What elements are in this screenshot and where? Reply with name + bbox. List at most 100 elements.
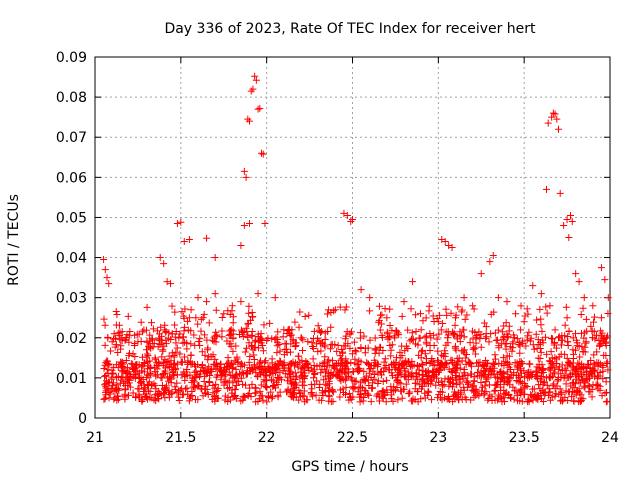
data-point bbox=[574, 372, 582, 380]
data-point bbox=[582, 338, 590, 346]
data-point bbox=[438, 380, 446, 388]
data-point bbox=[218, 333, 226, 341]
data-point bbox=[510, 334, 518, 342]
data-point bbox=[504, 360, 512, 368]
data-point bbox=[341, 306, 349, 314]
data-point bbox=[190, 331, 198, 339]
data-point bbox=[267, 376, 275, 384]
data-point bbox=[593, 381, 601, 389]
data-point bbox=[459, 326, 467, 334]
data-point bbox=[347, 328, 355, 336]
data-point bbox=[557, 350, 565, 358]
data-point bbox=[271, 384, 279, 392]
data-point bbox=[229, 379, 237, 387]
data-point bbox=[212, 306, 220, 314]
data-point bbox=[453, 354, 461, 362]
data-point bbox=[425, 302, 433, 310]
data-point bbox=[494, 294, 502, 302]
data-point bbox=[195, 337, 203, 345]
data-point bbox=[336, 367, 344, 375]
data-point bbox=[168, 349, 176, 357]
data-point bbox=[232, 365, 240, 373]
data-point bbox=[256, 359, 264, 367]
data-point bbox=[543, 350, 551, 358]
data-point bbox=[100, 364, 108, 372]
data-point bbox=[233, 355, 241, 363]
data-point bbox=[268, 355, 276, 363]
data-point bbox=[471, 388, 479, 396]
data-point bbox=[542, 185, 550, 193]
data-point bbox=[263, 367, 271, 375]
data-point bbox=[378, 388, 386, 396]
data-point bbox=[165, 329, 173, 337]
data-point bbox=[309, 368, 317, 376]
data-point bbox=[548, 393, 556, 401]
data-point bbox=[174, 393, 182, 401]
data-point bbox=[511, 359, 519, 367]
data-point bbox=[499, 373, 507, 381]
data-point bbox=[301, 372, 309, 380]
data-point bbox=[550, 380, 558, 388]
data-point bbox=[472, 333, 480, 341]
data-point bbox=[463, 377, 471, 385]
data-point bbox=[455, 372, 463, 380]
data-point bbox=[505, 363, 513, 371]
data-point bbox=[135, 390, 143, 398]
data-point bbox=[304, 338, 312, 346]
data-point bbox=[168, 302, 176, 310]
data-point bbox=[203, 298, 211, 306]
data-point bbox=[119, 358, 127, 366]
data-point bbox=[188, 387, 196, 395]
data-point bbox=[489, 252, 497, 260]
x-tick-label: 22 bbox=[258, 430, 276, 446]
data-point bbox=[140, 385, 148, 393]
y-tick-label: 0.02 bbox=[56, 331, 87, 347]
data-point bbox=[123, 373, 131, 381]
data-point bbox=[530, 345, 538, 353]
data-point bbox=[245, 389, 253, 397]
data-point bbox=[151, 355, 159, 363]
data-point bbox=[194, 294, 202, 302]
data-point bbox=[468, 383, 476, 391]
data-point bbox=[224, 384, 232, 392]
data-point bbox=[165, 352, 173, 360]
data-point bbox=[249, 85, 257, 93]
data-point bbox=[409, 335, 417, 343]
data-point bbox=[240, 167, 248, 175]
data-point bbox=[314, 348, 322, 356]
data-point bbox=[161, 326, 169, 334]
data-point bbox=[417, 326, 425, 334]
y-tick-label: 0.08 bbox=[56, 90, 87, 106]
data-point bbox=[483, 375, 491, 383]
data-point bbox=[124, 312, 132, 320]
data-point bbox=[548, 113, 556, 121]
data-point bbox=[191, 384, 199, 392]
data-point bbox=[551, 364, 559, 372]
data-point bbox=[187, 306, 195, 314]
data-point bbox=[225, 384, 233, 392]
data-point bbox=[310, 374, 318, 382]
data-point bbox=[364, 390, 372, 398]
data-point bbox=[314, 335, 322, 343]
data-point bbox=[186, 394, 194, 402]
data-point bbox=[435, 391, 443, 399]
data-point bbox=[229, 347, 237, 355]
data-point bbox=[202, 369, 210, 377]
data-point bbox=[477, 379, 485, 387]
data-point bbox=[245, 358, 253, 366]
y-axis-label: ROTI / TECUs bbox=[6, 194, 22, 286]
data-point bbox=[412, 311, 420, 319]
data-point bbox=[550, 341, 558, 349]
data-point bbox=[261, 219, 269, 227]
data-point bbox=[443, 311, 451, 319]
data-point bbox=[140, 326, 148, 334]
data-point bbox=[371, 334, 379, 342]
data-point bbox=[537, 348, 545, 356]
data-point bbox=[452, 311, 460, 319]
data-point bbox=[601, 389, 609, 397]
data-point bbox=[211, 355, 219, 363]
data-point bbox=[379, 387, 387, 395]
data-point bbox=[240, 392, 248, 400]
data-point bbox=[569, 350, 577, 358]
data-point bbox=[122, 333, 130, 341]
